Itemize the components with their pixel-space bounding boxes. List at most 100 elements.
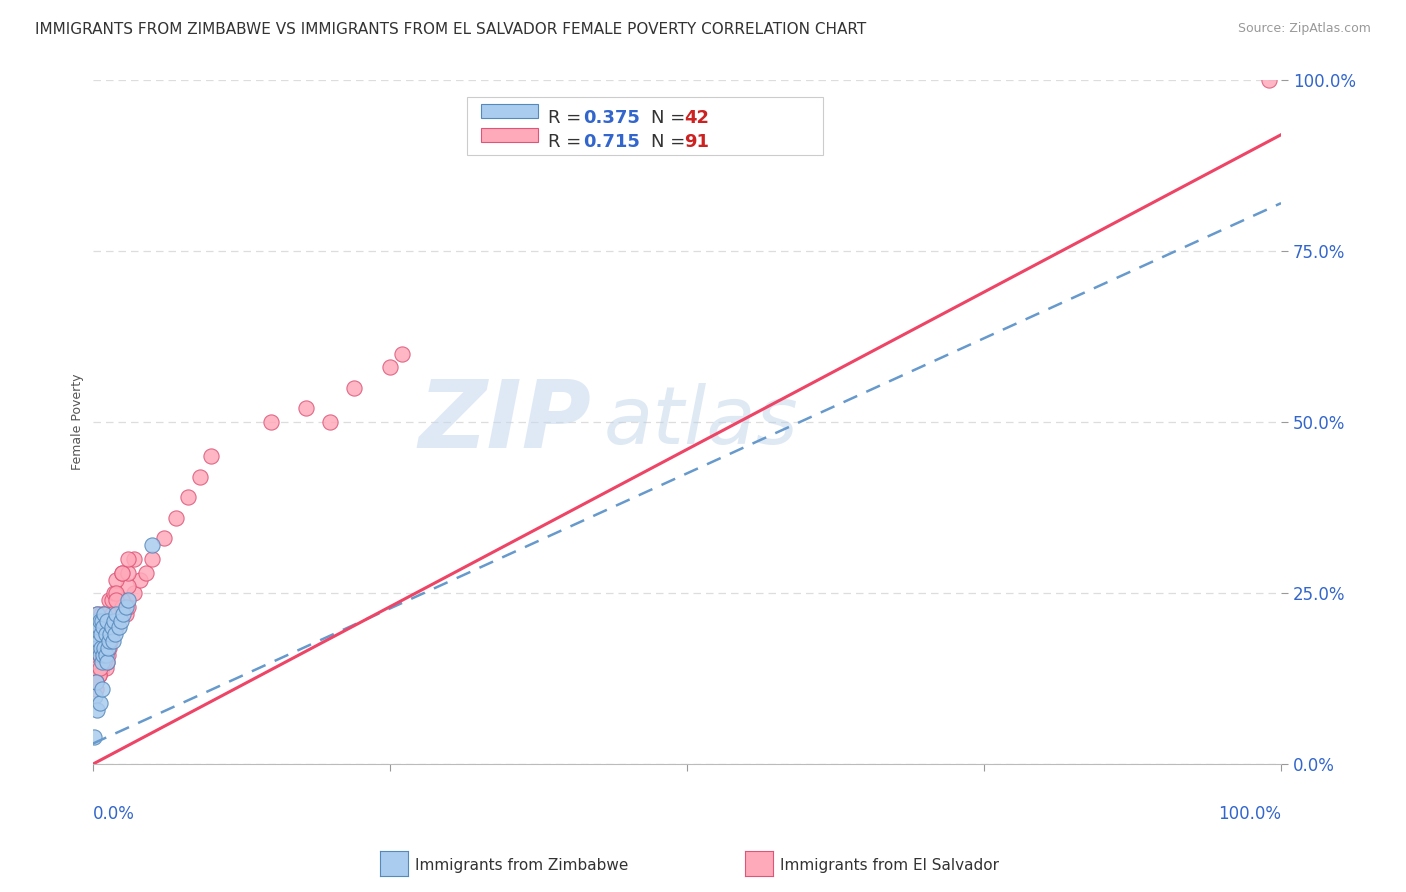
Point [90,640,112,655]
Point [91,620,114,634]
Point [94,661,117,675]
Point [343,381,366,395]
Y-axis label: Female Poverty: Female Poverty [72,374,84,470]
Point [141,552,163,566]
Point [115,607,138,621]
Point [103,614,125,628]
Point [87,655,110,669]
Point [103,586,125,600]
Point [84,675,107,690]
Point [87,668,110,682]
Point [96,614,118,628]
Point [100,607,122,621]
Point [93,648,115,662]
Point [112,607,135,621]
Bar [481,128,538,142]
Point [84,614,107,628]
Point [87,640,110,655]
Point [84,675,107,690]
Point [115,599,138,614]
Point [104,607,127,621]
Text: 0.715: 0.715 [583,134,640,152]
Point [96,607,118,621]
Point [117,579,139,593]
Point [93,607,115,621]
Point [91,655,114,669]
Point [319,415,342,429]
Point [135,566,157,580]
Point [122,552,145,566]
Point [83,730,105,744]
Point [101,620,124,634]
Text: atlas: atlas [603,384,799,461]
Point [86,648,108,662]
Point [91,648,114,662]
Bar [481,104,538,118]
Point [84,640,107,655]
Point [100,620,122,634]
Point [87,614,110,628]
Text: N =: N = [651,134,692,152]
Point [96,655,118,669]
Point [86,702,108,716]
Point [100,620,122,634]
Bar [467,97,824,155]
Point [98,593,121,607]
Text: Immigrants from El Salvador: Immigrants from El Salvador [780,858,1000,872]
Point [1258,73,1281,87]
Point [111,566,134,580]
Text: R =: R = [548,110,586,128]
Point [89,661,111,675]
Point [91,648,114,662]
Point [90,648,112,662]
Point [165,511,187,525]
Point [93,607,115,621]
Point [94,627,117,641]
Point [111,566,134,580]
Point [112,593,135,607]
Point [100,593,122,607]
Point [111,593,134,607]
Point [98,640,121,655]
Point [378,360,401,375]
Point [200,450,222,464]
Text: ZIP: ZIP [419,376,592,468]
Point [91,681,114,696]
Point [84,634,107,648]
Point [105,593,128,607]
Text: IMMIGRANTS FROM ZIMBABWE VS IMMIGRANTS FROM EL SALVADOR FEMALE POVERTY CORRELATI: IMMIGRANTS FROM ZIMBABWE VS IMMIGRANTS F… [35,22,866,37]
Point [90,640,112,655]
Point [94,614,117,628]
Point [100,634,122,648]
Point [117,552,139,566]
Point [86,661,108,675]
Point [93,655,115,669]
Point [91,661,114,675]
Point [260,415,283,429]
Text: 91: 91 [685,134,710,152]
Point [91,614,114,628]
Point [87,634,110,648]
Point [117,566,139,580]
Text: Source: ZipAtlas.com: Source: ZipAtlas.com [1237,22,1371,36]
Point [83,634,105,648]
Point [100,627,122,641]
Point [84,675,107,690]
Point [89,614,111,628]
Point [122,586,145,600]
Point [100,634,122,648]
Point [91,614,114,628]
Text: R =: R = [548,134,586,152]
Text: 0.375: 0.375 [583,110,640,128]
Point [117,593,139,607]
Point [107,607,129,621]
Point [129,573,152,587]
Point [84,668,107,682]
Point [84,689,107,703]
Point [91,634,114,648]
Point [93,634,115,648]
Point [153,532,176,546]
Point [83,655,105,669]
Point [84,627,107,641]
Point [89,696,111,710]
